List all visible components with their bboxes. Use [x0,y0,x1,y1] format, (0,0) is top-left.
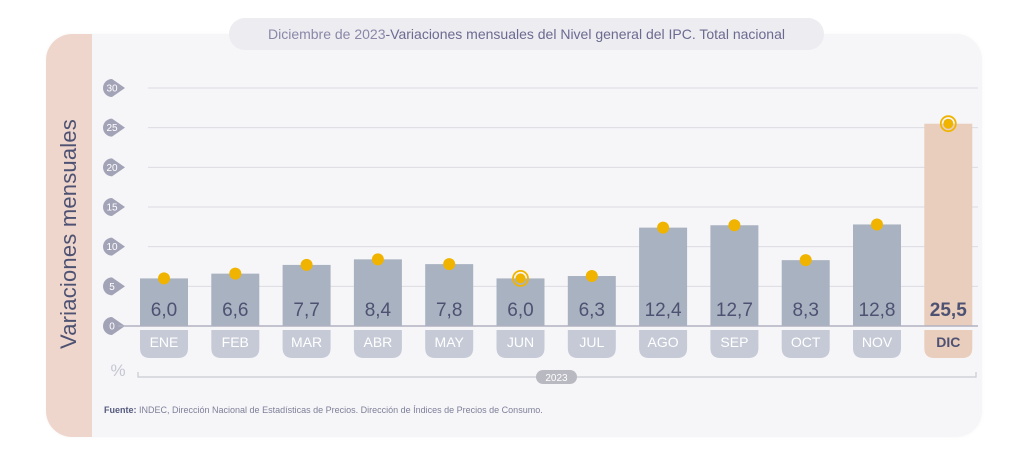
month-pill [710,330,759,358]
month-label: ABR [364,334,393,350]
month-pill [853,330,901,358]
marker-ring [939,115,957,133]
y-tick-label: 15 [106,203,118,214]
marker-dot [515,273,526,284]
y-tick-label: 10 [106,242,118,253]
month-pill [353,330,402,358]
y-tick-badge [103,237,125,256]
bar-ago [639,227,688,326]
y-tick-badge [103,198,125,216]
marker-dot [657,221,670,234]
y-tick-label: 5 [109,282,115,293]
value-label: 6,0 [151,300,177,321]
month-label: MAY [435,334,465,350]
y-tick-label: 20 [106,163,118,174]
month-pill [140,330,188,358]
y-tick-label: 30 [106,84,118,95]
month-pill [282,330,331,358]
year-label: 2023 [545,373,568,384]
unit-label: % [110,361,125,380]
y-tick-badge [103,277,125,296]
title-text: Variaciones mensuales del Nivel general … [390,26,785,42]
bar-jul [567,276,616,326]
bar-abr [353,259,402,326]
y-tick-badge [103,158,125,177]
accent-strip: Variaciones mensuales [46,34,92,437]
value-label: 12,8 [859,300,896,321]
month-label: DIC [936,334,960,350]
marker-dot [943,118,954,129]
marker-dot [728,219,741,232]
month-pill [567,330,616,358]
bar-ene [140,278,188,326]
y-tick-label: 0 [109,322,115,333]
source-note: Fuente: INDEC, Dirección Nacional de Est… [104,405,543,415]
month-label: NOV [862,334,893,350]
marker-dot [443,258,456,271]
month-label: OCT [791,334,821,350]
source-text: INDEC, Dirección Nacional de Estadística… [139,405,543,415]
month-pill [211,330,260,358]
month-pill [496,330,545,358]
marker-dot [229,267,242,280]
value-label: 25,5 [930,300,967,321]
month-label: MAR [291,334,322,350]
marker-ring [512,269,529,287]
y-tick-badge [103,79,125,97]
value-label: 8,3 [792,300,818,321]
chart-card: Variaciones mensuales [46,34,982,437]
title-separator: - [385,26,391,42]
month-pill [639,330,688,358]
value-label: 7,8 [436,300,462,321]
y-tick-label: 25 [106,123,118,134]
value-label: 8,4 [365,300,392,321]
marker-dot [799,254,812,267]
y-tick-badge [103,317,125,335]
month-label: SEP [720,334,748,350]
chart-title: Diciembre de 2023 - Variaciones mensuale… [229,18,824,50]
bar-dic [924,123,973,326]
y-tick-badge [103,118,125,137]
month-label: JUN [507,334,534,350]
bar-feb [211,273,260,326]
marker-dot [585,270,598,283]
bar-may [425,264,474,326]
marker-dot [371,253,384,266]
source-label: Fuente: [104,405,137,415]
bar-oct [781,260,830,326]
marker-dot [158,272,170,285]
bar-sep [710,225,759,326]
month-label: ENE [150,334,179,350]
bar-mar [282,264,331,326]
month-pill [781,330,830,358]
value-label: 12,7 [716,300,753,321]
month-pill [425,330,474,358]
value-label: 6,6 [222,300,248,321]
bar-nov [853,224,901,326]
month-label: FEB [222,334,249,350]
marker-dot [871,218,883,231]
value-label: 7,7 [293,300,319,321]
marker-dot [300,258,313,271]
value-label: 6,0 [507,300,533,321]
value-label: 6,3 [579,300,605,321]
month-label: JUL [579,334,604,350]
value-label: 12,4 [645,300,682,321]
title-date: Diciembre de 2023 [267,26,386,42]
month-pill [924,330,973,358]
year-badge [536,370,577,384]
month-label: AGO [648,334,679,350]
